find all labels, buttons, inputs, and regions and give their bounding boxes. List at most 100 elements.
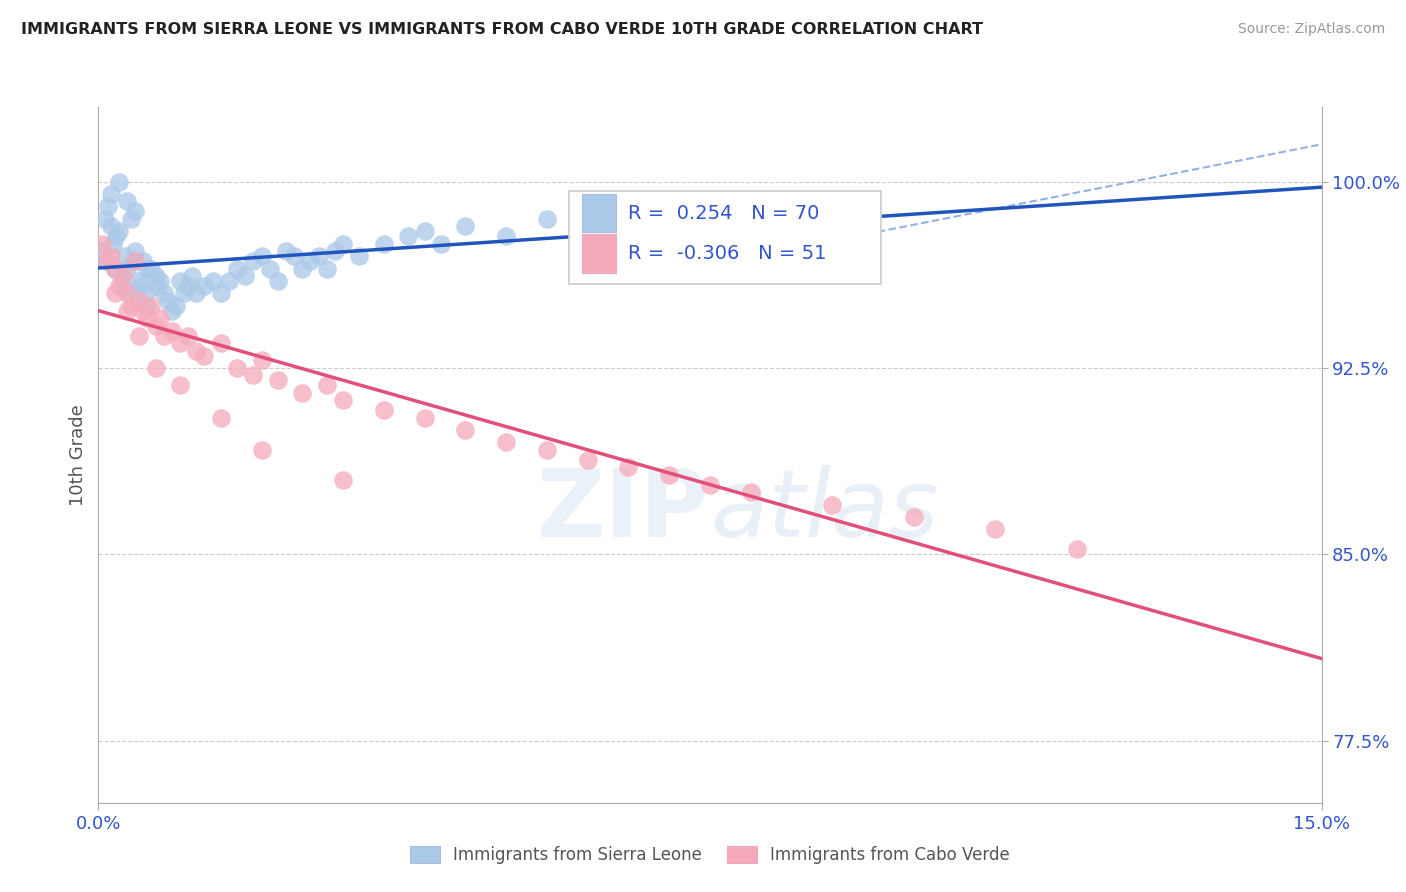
Point [576,224,599,238]
Point [821,498,844,512]
Point [617,211,640,226]
Point [108,175,131,189]
Point [283,249,305,263]
Point [152,286,174,301]
Point [242,368,264,383]
Point [291,261,314,276]
Point [101,236,124,251]
Point [658,467,681,482]
Point [274,244,297,259]
Point [141,261,163,276]
Point [104,261,127,276]
Text: R =  0.254   N = 70: R = 0.254 N = 70 [628,204,820,223]
Point [495,435,517,450]
Point [315,261,337,276]
Point [115,303,138,318]
Point [115,261,138,276]
Point [495,229,517,244]
Point [114,249,136,263]
Point [396,229,419,244]
Point [903,510,925,524]
Point [658,199,681,213]
Point [332,236,354,251]
Point [233,268,256,283]
Legend: Immigrants from Sierra Leone, Immigrants from Cabo Verde: Immigrants from Sierra Leone, Immigrants… [404,839,1017,871]
Point [96,254,118,268]
Point [308,249,330,263]
Point [454,219,477,234]
Point [209,286,232,301]
Bar [582,194,616,232]
Point [291,385,314,400]
Point [186,286,208,301]
Point [152,328,174,343]
Text: atlas: atlas [710,465,938,556]
Point [110,268,132,283]
Point [186,343,208,358]
Point [121,254,143,268]
Point [118,286,141,301]
Point [332,393,354,408]
Point [136,261,159,276]
Point [1066,542,1088,557]
Point [242,254,264,268]
Point [201,274,224,288]
Point [115,286,138,301]
Point [91,244,114,259]
Point [127,293,149,308]
Point [984,523,1007,537]
Point [576,453,599,467]
Point [536,211,558,226]
Y-axis label: 10th Grade: 10th Grade [69,404,87,506]
Point [145,268,167,283]
Point [699,477,721,491]
Point [165,299,187,313]
Point [128,293,150,308]
Point [124,254,146,268]
Point [349,249,371,263]
Point [141,299,163,313]
Point [373,236,395,251]
Point [373,403,395,417]
Point [132,254,155,268]
Point [181,268,204,283]
Point [145,361,167,376]
Point [250,249,273,263]
Point [177,279,200,293]
Point [108,279,131,293]
Point [129,279,152,293]
Point [104,286,127,301]
Point [108,224,131,238]
Point [96,254,118,268]
Point [100,187,122,202]
Point [111,268,134,283]
Point [149,274,172,288]
Point [100,219,122,234]
Text: ZIP: ZIP [537,465,710,557]
Text: R =  -0.306   N = 51: R = -0.306 N = 51 [628,244,827,262]
Point [430,236,453,251]
Point [193,279,215,293]
Point [111,279,134,293]
Point [226,261,249,276]
Bar [582,235,616,273]
Point [169,336,191,351]
Point [226,361,249,376]
Point [136,299,159,313]
Point [128,274,150,288]
Point [315,378,337,392]
FancyBboxPatch shape [569,191,882,285]
Point [267,373,290,387]
Point [91,236,114,251]
Point [740,485,762,500]
Point [100,249,122,263]
Point [209,410,232,425]
Point [105,229,128,244]
Point [149,311,172,326]
Point [169,274,191,288]
Point [145,318,167,333]
Point [135,286,157,301]
Point [156,293,179,308]
Point [413,410,436,425]
Point [193,349,215,363]
